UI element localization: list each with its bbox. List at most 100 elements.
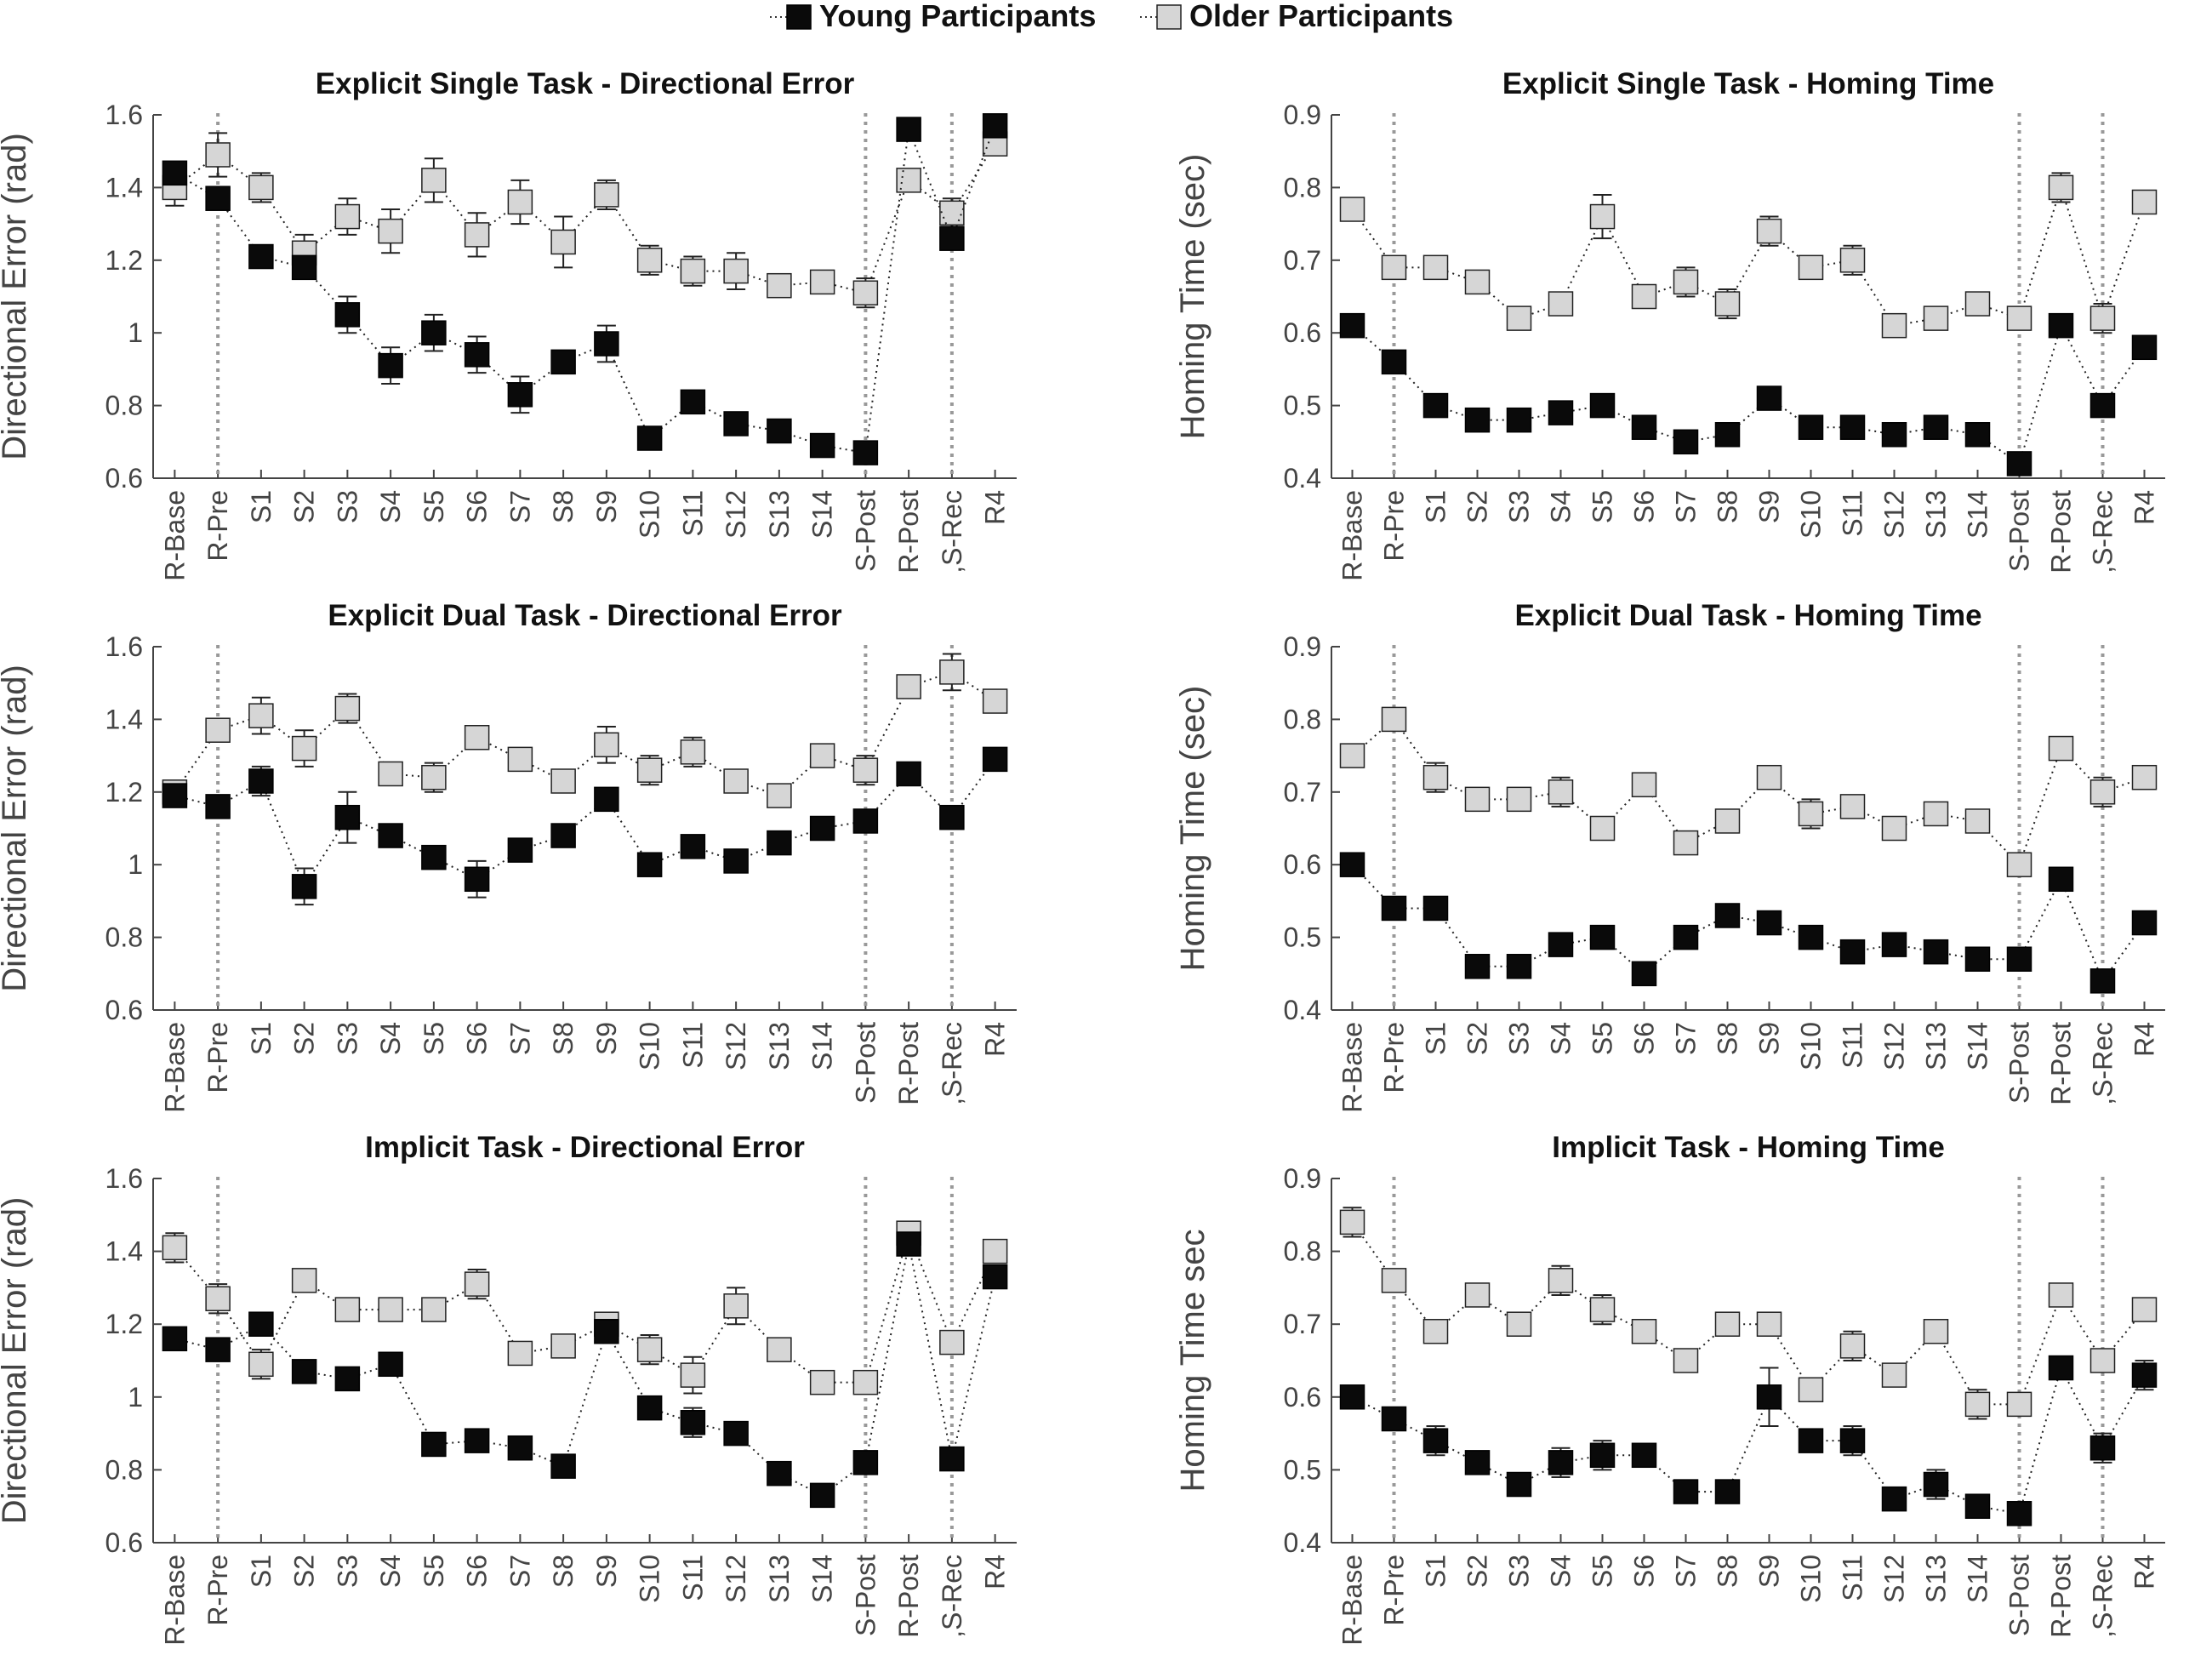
data-point xyxy=(334,203,361,230)
y-tick-label: 0.8 xyxy=(105,1454,143,1485)
data-point xyxy=(939,1446,965,1472)
data-point xyxy=(1881,932,1907,957)
x-tick-label: S-Post xyxy=(2004,490,2035,572)
x-tick-label: S10 xyxy=(635,1555,665,1603)
y-tick-label: 0.6 xyxy=(105,995,143,1025)
data-point xyxy=(550,1333,576,1359)
data-point xyxy=(1548,291,1574,317)
data-point xyxy=(291,874,317,899)
data-point xyxy=(162,1235,188,1261)
data-point xyxy=(507,746,533,773)
data-point xyxy=(1714,903,1741,928)
x-tick-label: S14 xyxy=(1963,1022,1993,1070)
legend-young-marker xyxy=(786,4,812,30)
x-tick-label: S11 xyxy=(677,1555,708,1601)
y-tick-label: 0.4 xyxy=(1284,1527,1321,1558)
data-point xyxy=(723,1420,749,1447)
data-point xyxy=(464,725,490,750)
x-tick-label: R-Base xyxy=(159,490,190,581)
x-tick-label: S11 xyxy=(1838,1022,1868,1069)
x-tick-label: S1 xyxy=(246,1022,276,1055)
x-tick-label: S8 xyxy=(548,1555,579,1588)
x-tick-label: S7 xyxy=(505,490,535,523)
x-tick-label: S7 xyxy=(1671,1555,1702,1588)
x-tick-label: S4 xyxy=(375,1555,406,1588)
x-tick-label: S8 xyxy=(1713,490,1743,523)
x-tick-label: S9 xyxy=(1754,1022,1785,1055)
data-point xyxy=(1798,801,1824,827)
data-point xyxy=(939,659,965,685)
y-tick-label: 1 xyxy=(128,317,143,348)
data-point xyxy=(896,1231,921,1257)
data-point xyxy=(2006,852,2032,877)
x-tick-label: S6 xyxy=(1629,1022,1660,1055)
data-point xyxy=(2089,305,2116,331)
data-point xyxy=(2131,189,2158,215)
data-point xyxy=(1964,1391,1991,1418)
data-point xyxy=(1839,1428,1866,1453)
x-tick-label: S11 xyxy=(1838,490,1868,537)
data-point xyxy=(1381,349,1407,375)
data-point xyxy=(1422,392,1449,419)
x-tick-label: S14 xyxy=(1963,490,1993,539)
data-point xyxy=(1464,954,1491,979)
data-point xyxy=(2048,866,2074,893)
data-point xyxy=(550,349,576,375)
data-point xyxy=(2048,735,2074,762)
data-point xyxy=(636,852,663,877)
x-tick-label: R-Pre xyxy=(202,1022,233,1093)
data-point xyxy=(291,1268,317,1293)
data-point xyxy=(1589,924,1616,950)
data-point xyxy=(2131,910,2158,936)
x-tick-label: S13 xyxy=(764,490,795,539)
y-tick-label: 0.8 xyxy=(1284,172,1321,203)
data-point xyxy=(205,717,231,743)
data-point xyxy=(1756,218,1782,244)
y-tick-label: 0.9 xyxy=(1284,631,1321,662)
x-tick-label: S11 xyxy=(1838,1555,1868,1601)
x-tick-label: S1 xyxy=(246,490,276,523)
data-point xyxy=(378,1297,403,1322)
data-point xyxy=(1756,764,1782,790)
data-point xyxy=(1839,414,1866,440)
series-line xyxy=(1351,864,2146,983)
data-point xyxy=(1631,1442,1657,1469)
x-tick-label: S5 xyxy=(1588,1555,1618,1588)
data-point xyxy=(1673,1348,1699,1373)
x-tick-label: S10 xyxy=(1796,1022,1827,1070)
y-tick-label: 1.4 xyxy=(105,1236,143,1267)
data-point xyxy=(1756,1311,1782,1337)
y-tick-label: 1.2 xyxy=(105,1309,143,1339)
data-point xyxy=(1631,1319,1657,1344)
data-point xyxy=(2131,1362,2158,1388)
data-point xyxy=(464,1271,490,1297)
series-older xyxy=(162,653,1008,808)
x-tick-label: S13 xyxy=(764,1022,795,1070)
y-axis-label: Homing Time sec xyxy=(1174,1230,1211,1492)
y-tick-label: 1.2 xyxy=(105,777,143,808)
data-point xyxy=(162,1326,188,1352)
x-tick-label: S4 xyxy=(1546,490,1576,523)
chart-title: Explicit Single Task - Directional Error xyxy=(316,67,855,100)
data-point xyxy=(291,254,317,281)
y-tick-label: 0.9 xyxy=(1284,100,1321,130)
data-point xyxy=(1548,400,1574,425)
x-tick-label: ,S-Rec xyxy=(937,490,967,574)
series-older xyxy=(1339,706,2158,877)
data-point xyxy=(1714,1311,1741,1337)
x-tick-label: S2 xyxy=(289,1555,320,1588)
data-point xyxy=(2089,779,2116,805)
x-tick-label: S10 xyxy=(1796,490,1827,539)
y-tick-label: 0.4 xyxy=(1284,995,1321,1025)
data-point xyxy=(1631,772,1657,798)
data-point xyxy=(205,1337,231,1362)
x-tick-label: S1 xyxy=(1421,490,1451,523)
y-tick-label: 1.4 xyxy=(105,704,143,734)
data-point xyxy=(1506,786,1532,813)
data-point xyxy=(421,1297,447,1322)
data-point xyxy=(378,1351,403,1378)
data-point xyxy=(2048,312,2074,339)
data-point xyxy=(852,440,879,465)
y-tick-label: 1 xyxy=(128,849,143,880)
x-tick-label: R4 xyxy=(980,1022,1011,1057)
